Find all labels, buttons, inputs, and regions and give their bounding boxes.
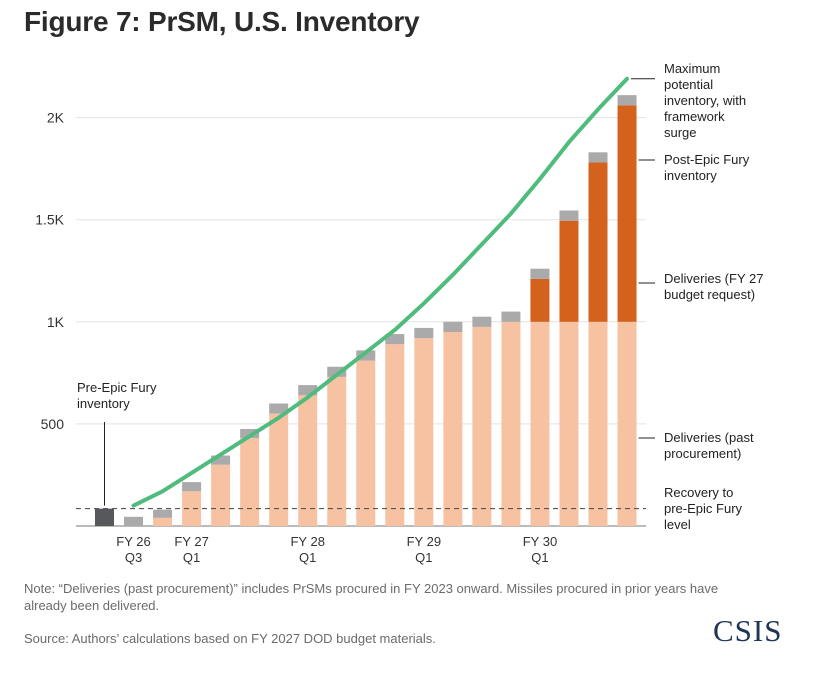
- bar-past-procurement: [414, 338, 434, 526]
- bar-past-procurement: [327, 376, 347, 526]
- x-tick-label: FY 28: [290, 534, 324, 549]
- y-axis-ticks: 500 1K 1.5K 2K: [35, 110, 64, 432]
- bar-post-epic-fury: [182, 482, 202, 492]
- bar-post-epic-fury: [443, 321, 463, 333]
- bar-post-epic-fury: [559, 210, 579, 221]
- x-tick-label: Q1: [415, 550, 432, 565]
- bar-post-epic-fury: [530, 268, 550, 279]
- y-tick-label: 1K: [47, 314, 65, 330]
- chart-source: Source: Authors’ calculations based on F…: [24, 631, 436, 646]
- bar-post-epic-fury: [385, 334, 405, 345]
- annotation-fy27: Deliveries (FY 27: [664, 271, 763, 286]
- bar-past-procurement: [356, 360, 376, 526]
- y-tick-label: 500: [41, 416, 65, 432]
- bar-pre-epic-fury: [95, 508, 114, 526]
- bar-past-procurement: [240, 438, 260, 526]
- bar-past-procurement: [211, 464, 231, 526]
- gridlines: [76, 117, 646, 527]
- annotation-max-potential: framework: [664, 109, 725, 124]
- x-tick-label: Q1: [299, 550, 316, 565]
- bar-post-epic-fury: [327, 366, 347, 377]
- bar-post-epic-fury: [269, 403, 289, 414]
- annotation-max-potential: potential: [664, 77, 713, 92]
- y-tick-label: 2K: [47, 110, 65, 126]
- annotation-past: procurement): [664, 446, 741, 461]
- max-potential-line: [131, 76, 630, 508]
- bar-post-epic-fury: [356, 350, 376, 361]
- x-tick-label: Q1: [183, 550, 200, 565]
- bar-past-procurement: [530, 321, 550, 526]
- annotation-post-epic: Post-Epic Fury: [664, 152, 750, 167]
- annotation-post-epic: inventory: [664, 168, 717, 183]
- bar-past-procurement: [559, 321, 579, 526]
- csis-logo: CSIS: [713, 613, 783, 648]
- bar-fy27-request: [588, 162, 608, 322]
- bar-past-procurement: [501, 321, 521, 526]
- x-tick-label: FY 29: [407, 534, 441, 549]
- annotation-max-potential: inventory, with: [664, 93, 746, 108]
- bar-fy27-request: [559, 220, 579, 322]
- chart-title: Figure 7: PrSM, U.S. Inventory: [24, 6, 420, 37]
- x-tick-label: FY 27: [174, 534, 208, 549]
- annotation-past: Deliveries (past: [664, 430, 754, 445]
- bar-past-procurement: [182, 491, 202, 526]
- x-tick-label: Q3: [125, 550, 142, 565]
- bar-post-epic-fury: [472, 316, 492, 327]
- bar-post-epic-fury: [298, 385, 318, 396]
- annotation-recovery: pre-Epic Fury: [664, 501, 743, 516]
- bar-post-epic-fury: [153, 509, 173, 518]
- chart-note: Note: “Deliveries (past procurement)” in…: [24, 581, 719, 613]
- bar-fy27-request: [530, 278, 550, 322]
- bar-fy27-request: [617, 105, 637, 322]
- bar-past-procurement: [617, 321, 637, 526]
- bar-past-procurement: [298, 395, 318, 526]
- x-tick-label: FY 30: [523, 534, 557, 549]
- annotation-recovery: level: [664, 517, 691, 532]
- bar-past-procurement: [588, 321, 608, 526]
- bar-post-epic-fury: [414, 327, 434, 339]
- bar-post-epic-fury: [211, 455, 231, 465]
- annotation-recovery: Recovery to: [664, 485, 733, 500]
- bar-post-epic-fury: [501, 311, 521, 322]
- annotation-max-potential: surge: [664, 125, 697, 140]
- bar-post-epic-fury: [588, 152, 608, 163]
- bar-post-epic-fury: [240, 429, 260, 439]
- y-tick-label: 1.5K: [35, 212, 64, 228]
- bar-series: [95, 95, 637, 526]
- bar-past-procurement: [385, 344, 405, 526]
- x-tick-label: FY 26: [116, 534, 150, 549]
- max-potential-series: [131, 76, 630, 508]
- bar-past-procurement: [153, 517, 173, 526]
- annotation-fy27: budget request): [664, 287, 755, 302]
- annotation-max-potential: Maximum: [664, 61, 720, 76]
- annotation-pre-epic: inventory: [77, 396, 130, 411]
- annotation-pre-epic: Pre-Epic Fury: [77, 380, 157, 395]
- bar-post-epic-fury: [124, 516, 144, 526]
- bar-past-procurement: [269, 413, 289, 526]
- bar-post-epic-fury: [617, 95, 637, 106]
- bar-past-procurement: [443, 332, 463, 526]
- bar-past-procurement: [472, 326, 492, 526]
- x-tick-label: Q1: [531, 550, 548, 565]
